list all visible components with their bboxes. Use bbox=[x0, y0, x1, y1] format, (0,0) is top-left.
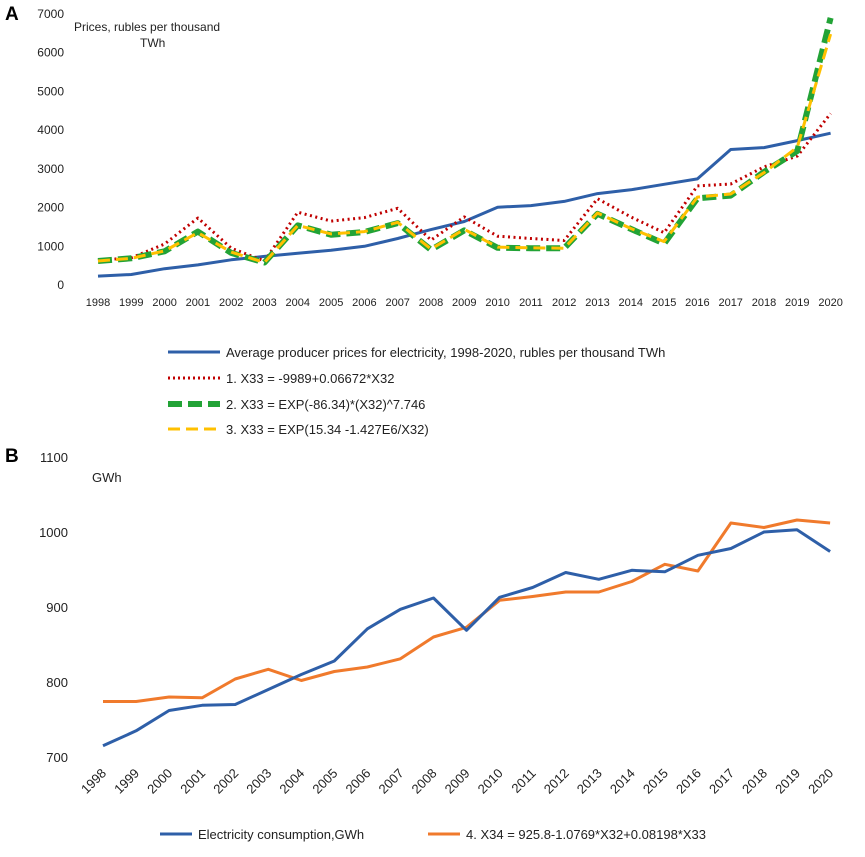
panel-b-x-tick: 2009 bbox=[442, 766, 473, 797]
panel-a-x-tick: 2005 bbox=[319, 297, 343, 309]
panel-a-x-tick: 2009 bbox=[452, 297, 476, 309]
panel-a-x-tick: 2010 bbox=[485, 297, 509, 309]
panel-a-y-tick: 5000 bbox=[37, 84, 64, 98]
series-avg-producer-prices bbox=[97, 131, 831, 278]
panel-b-y-tick: 1100 bbox=[40, 450, 68, 465]
panel-b-x-tick: 2018 bbox=[739, 766, 770, 797]
panel-a-legend: Average producer prices for electricity,… bbox=[168, 345, 665, 437]
panel-b-y-ticks: 700 800 900 1000 1100 bbox=[39, 450, 68, 765]
panel-a-y-tick: 7000 bbox=[37, 7, 64, 21]
panel-b-y-tick: 900 bbox=[46, 600, 68, 615]
panel-b-x-tick: 2012 bbox=[541, 766, 572, 797]
panel-a-label: A bbox=[5, 4, 19, 25]
panel-a-x-tick: 2017 bbox=[718, 297, 742, 309]
panel-a-x-tick: 2016 bbox=[685, 297, 709, 309]
panel-b-x-tick: 2019 bbox=[772, 766, 803, 797]
panel-a-x-ticks: 1998 1999 2000 2001 2002 2003 2004 2005 2006 2007… bbox=[86, 297, 843, 309]
panel-b-x-tick: 2017 bbox=[706, 766, 737, 797]
series-electricity-consumption bbox=[102, 528, 831, 748]
legend-label-model-3: 3. X33 = EXP(15.34 -1.427E6/X32) bbox=[226, 422, 429, 437]
legend-label-model-2: 2. X33 = EXP(-86.34)*(X32)^7.746 bbox=[226, 397, 425, 412]
panel-a-x-tick: 2004 bbox=[286, 297, 310, 309]
panel-b-x-tick: 2004 bbox=[276, 766, 307, 797]
panel-a-x-tick: 2015 bbox=[652, 297, 676, 309]
panel-a-x-tick: 2002 bbox=[219, 297, 243, 309]
panel-a-y-tick: 1000 bbox=[37, 239, 64, 253]
panel-a-x-tick: 2008 bbox=[419, 297, 443, 309]
series-model-4 bbox=[103, 518, 831, 703]
panel-b-x-tick: 2005 bbox=[309, 766, 340, 797]
panel-a-x-tick: 1999 bbox=[119, 297, 143, 309]
panel-b-x-tick: 2014 bbox=[607, 766, 638, 797]
panel-a-x-tick: 2013 bbox=[585, 297, 609, 309]
legend-label-model-4: 4. X34 = 925.8-1.0769*X32+0.08198*X33 bbox=[466, 827, 706, 842]
panel-a-x-tick: 2003 bbox=[252, 297, 276, 309]
panel-a-series bbox=[97, 17, 834, 278]
panel-a-y-tick: 4000 bbox=[37, 123, 64, 137]
series-model-2 bbox=[97, 17, 834, 266]
panel-a-x-tick: 2012 bbox=[552, 297, 576, 309]
panel-a-x-tick: 2001 bbox=[186, 297, 210, 309]
panel-b-x-tick: 2000 bbox=[144, 766, 175, 797]
panel-b-y-tick: 800 bbox=[46, 675, 68, 690]
panel-a-y-tick: 2000 bbox=[37, 201, 64, 215]
panel-a-x-tick: 2007 bbox=[385, 297, 409, 309]
panel-a-y-tick: 0 bbox=[57, 278, 64, 292]
panel-b-x-tick: 2008 bbox=[409, 766, 440, 797]
panel-a-x-tick: 2011 bbox=[519, 297, 543, 309]
panel-b-x-tick: 2006 bbox=[342, 766, 373, 797]
legend-label-avg-prices: Average producer prices for electricity,… bbox=[226, 345, 665, 360]
panel-a-x-tick: 2018 bbox=[752, 297, 776, 309]
legend-label-model-1: 1. X33 = -9989+0.06672*X32 bbox=[226, 371, 394, 386]
panel-a-x-tick: 2020 bbox=[818, 297, 842, 309]
panel-b-y-tick: 700 bbox=[46, 750, 68, 765]
panel-b-x-tick: 2001 bbox=[177, 766, 208, 797]
panel-a-x-tick: 1998 bbox=[86, 297, 110, 309]
panel-b-x-tick: 2002 bbox=[210, 766, 241, 797]
panel-b-x-tick: 2010 bbox=[475, 766, 506, 797]
panel-a-y-ticks: 0 1000 2000 3000 4000 5000 6000 7000 bbox=[37, 7, 64, 292]
panel-b-x-tick: 2015 bbox=[640, 766, 671, 797]
panel-a-y-tick: 6000 bbox=[37, 46, 64, 60]
panel-b-legend: Electricity consumption,GWh 4. X34 = 925… bbox=[160, 827, 706, 842]
panel-b-label: B bbox=[5, 446, 19, 467]
panel-b-x-tick: 1998 bbox=[78, 766, 109, 797]
panel-b-x-tick: 2003 bbox=[243, 766, 274, 797]
panel-b-x-tick: 2011 bbox=[508, 766, 538, 796]
panel-a-x-tick: 2019 bbox=[785, 297, 809, 309]
panel-a-y-tick: 3000 bbox=[37, 162, 64, 176]
panel-b-x-tick: 2013 bbox=[574, 766, 605, 797]
legend-label-consumption: Electricity consumption,GWh bbox=[198, 827, 364, 842]
panel-b-ylabel: GWh bbox=[92, 470, 122, 485]
panel-a-ylabel-line1: Prices, rubles per thousand bbox=[74, 20, 220, 34]
panel-b-y-tick: 1000 bbox=[39, 525, 68, 540]
panel-a-x-tick: 2000 bbox=[152, 297, 176, 309]
series-model-3 bbox=[97, 33, 833, 264]
panel-b-x-tick: 2020 bbox=[805, 766, 836, 797]
panel-b-x-tick: 2016 bbox=[673, 766, 704, 797]
panel-a-x-tick: 2014 bbox=[619, 297, 643, 309]
panel-b-series bbox=[102, 518, 831, 748]
panel-b-x-tick: 2007 bbox=[376, 766, 407, 797]
panel-b-x-tick: 1999 bbox=[111, 766, 142, 797]
panel-b-x-ticks: 1998 1999 2000 2001 2002 2003 2004 2005 2006 2007… bbox=[78, 766, 836, 797]
panel-a-x-tick: 2006 bbox=[352, 297, 376, 309]
panel-a-ylabel-line2: TWh bbox=[140, 36, 165, 50]
series-model-1 bbox=[97, 112, 832, 263]
